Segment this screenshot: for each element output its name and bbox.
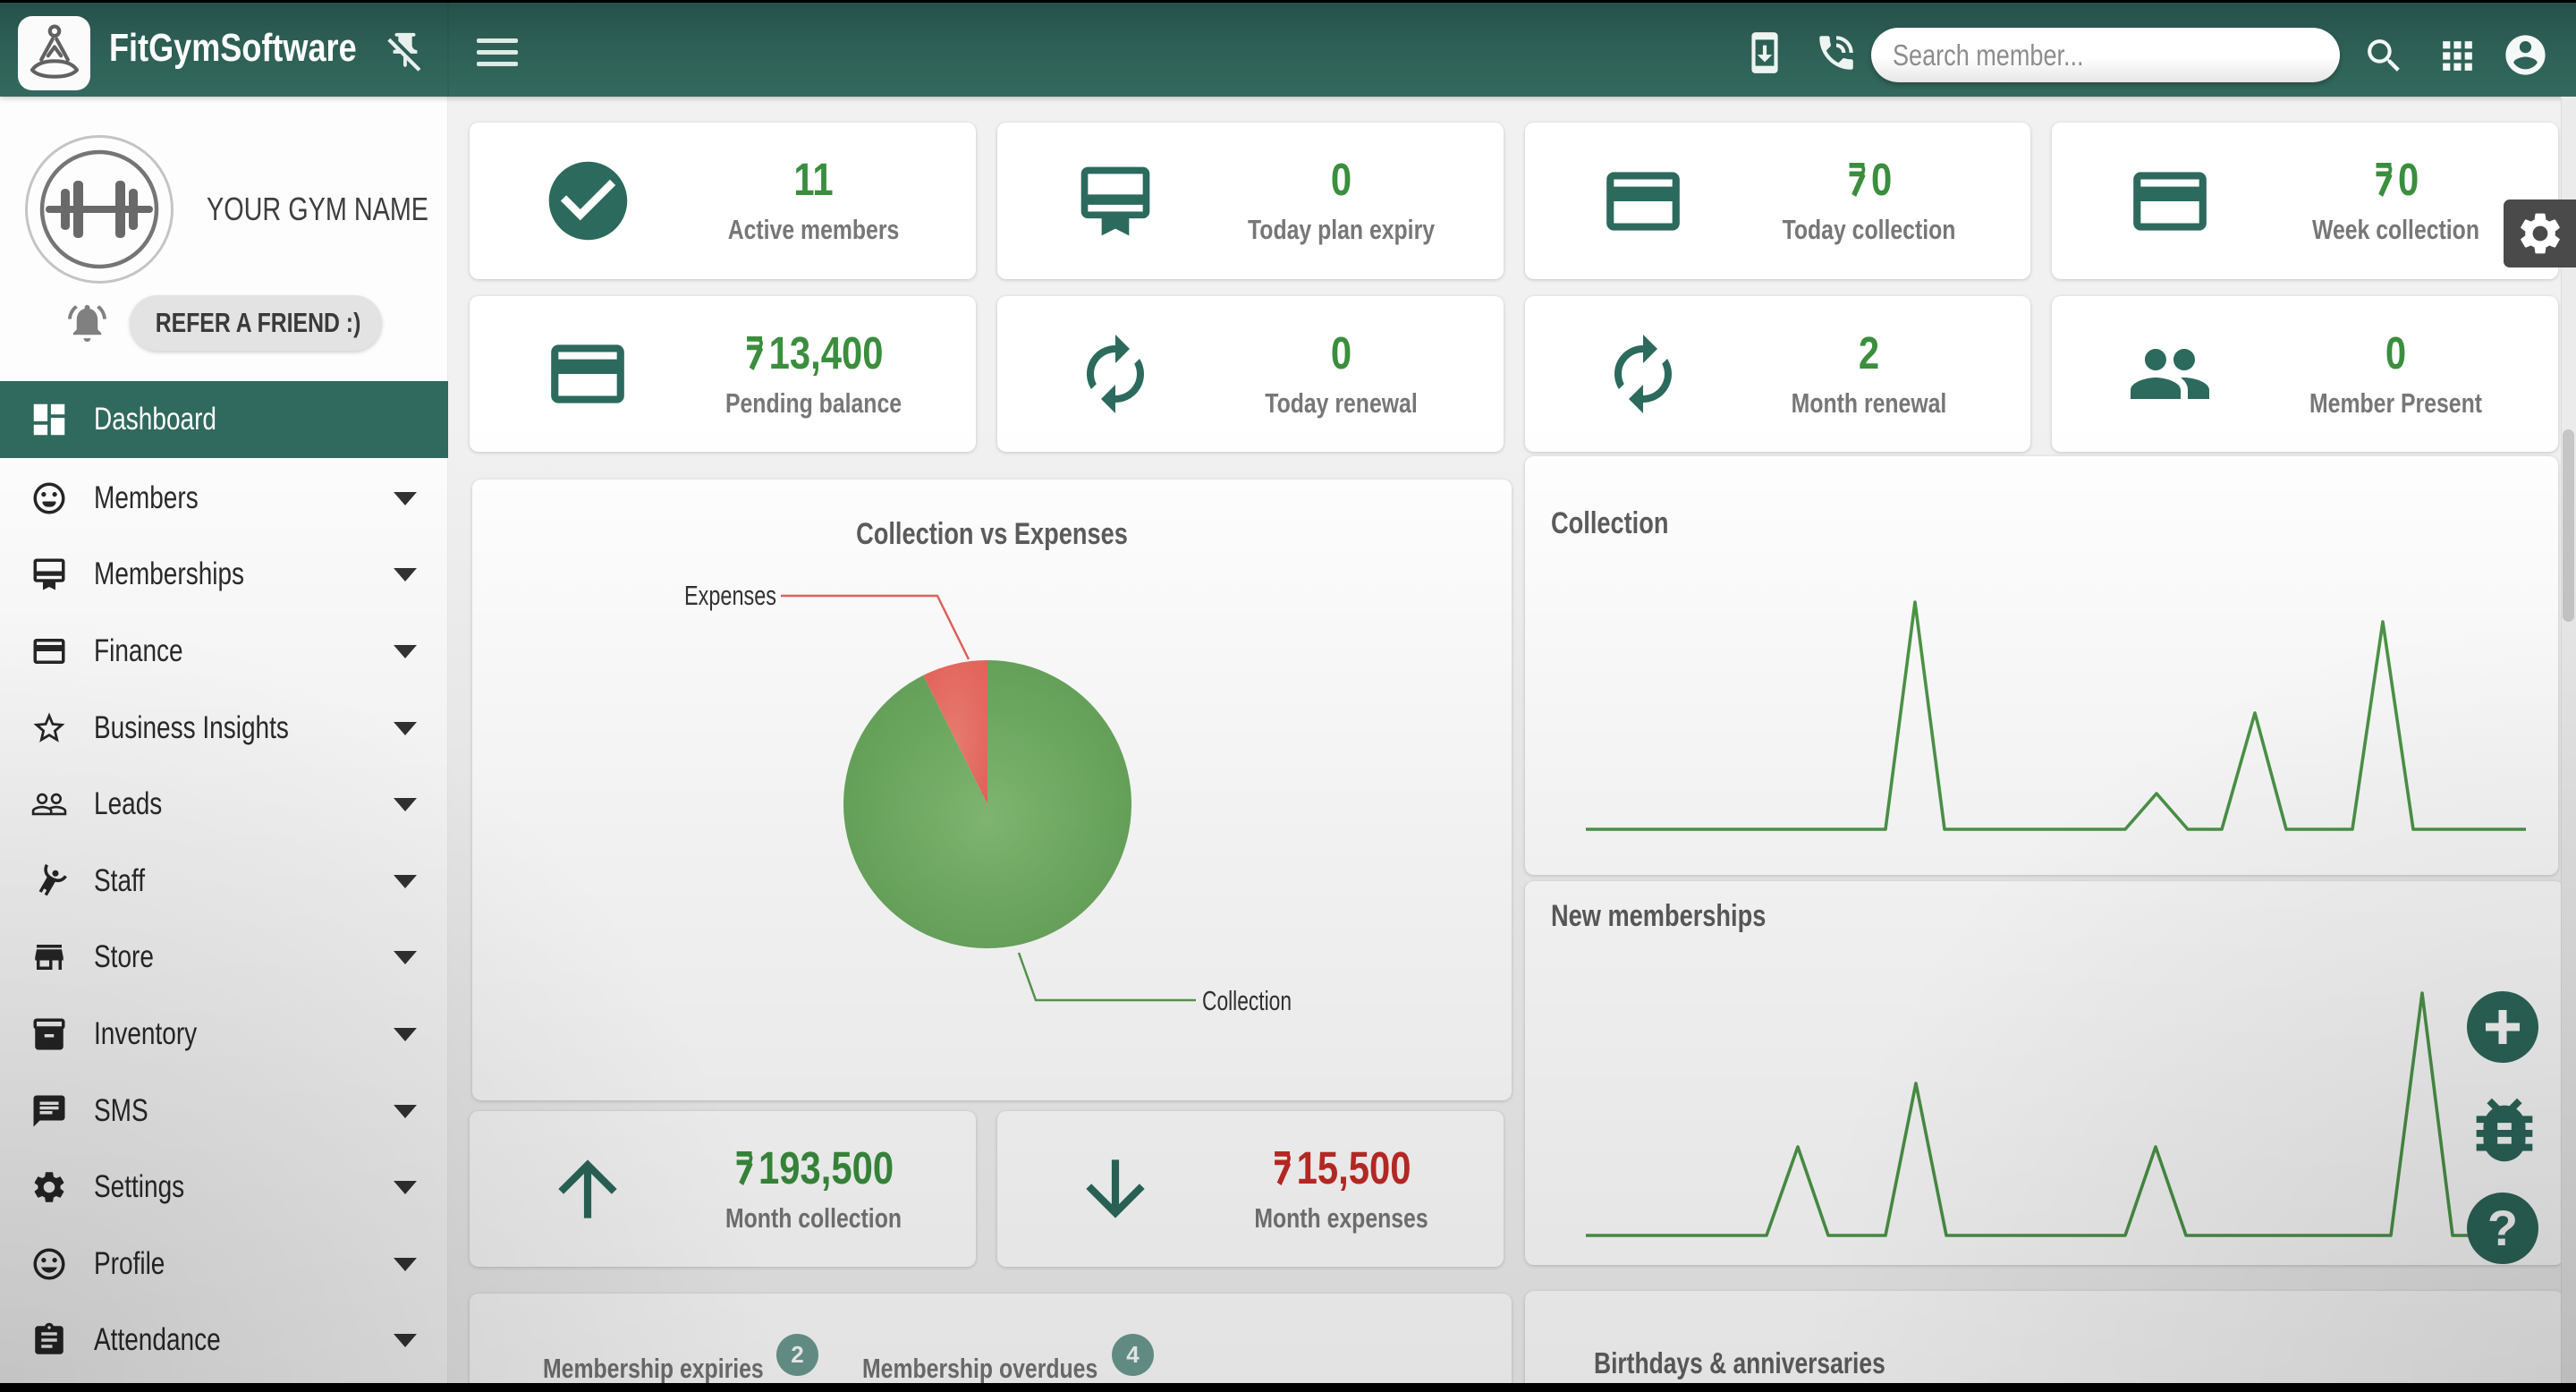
svg-text:Collection: Collection [1202,985,1292,1016]
svg-text:Expenses: Expenses [684,580,776,611]
